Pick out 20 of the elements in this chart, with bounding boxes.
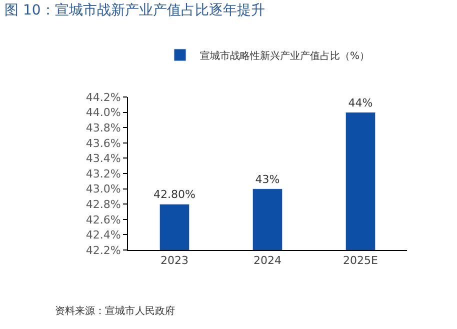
y-tick-label: 44.2% [86, 90, 121, 104]
data-label: 42.80% [154, 188, 196, 202]
y-tick-label: 43.6% [86, 136, 121, 150]
chart-title: 图 10：宣城市战新产业产值占比逐年提升 [4, 2, 265, 19]
y-tick-label: 43.8% [86, 121, 121, 134]
data-label: 43% [255, 172, 280, 186]
y-tick-label: 43.4% [86, 152, 121, 166]
y-tick-label: 43.2% [86, 167, 121, 180]
y-tick-label: 42.4% [86, 228, 121, 242]
y-tick-label: 43.0% [86, 182, 121, 196]
legend-label: 宣城市战略性新兴产业产值占比（%） [200, 50, 370, 62]
y-tick-label: 42.2% [86, 244, 121, 257]
y-tick-label: 42.8% [86, 198, 121, 211]
y-tick-label: 42.6% [86, 213, 121, 226]
y-tick-label: 44.0% [86, 106, 121, 120]
data-label: 44% [348, 96, 373, 110]
text: 资料来源：宣城市人民政府 [55, 305, 175, 317]
x-tick-label: 2025E [343, 254, 378, 268]
x-tick-label: 2024 [254, 254, 282, 268]
x-tick-label: 2023 [160, 254, 188, 268]
